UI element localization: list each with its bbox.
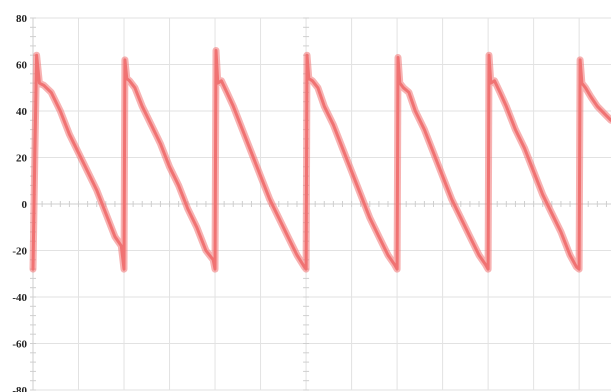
y-tick-label: -60 xyxy=(12,339,27,351)
y-tick-label: -40 xyxy=(12,292,27,304)
y-tick-label: -80 xyxy=(12,385,27,392)
series-layer xyxy=(29,47,611,273)
y-tick-labels: 80 60 40 20 0 -20 -40 -60 -80 xyxy=(12,13,27,392)
series-line xyxy=(31,49,611,271)
series-line-band xyxy=(29,47,611,273)
y-tick-label: 60 xyxy=(16,60,28,72)
y-tick-label: -20 xyxy=(12,246,27,258)
y-tick-label: 0 xyxy=(22,199,28,211)
y-tick-label: 80 xyxy=(16,13,28,25)
y-tick-label: 40 xyxy=(16,106,28,118)
y-tick-label: 20 xyxy=(16,153,28,165)
